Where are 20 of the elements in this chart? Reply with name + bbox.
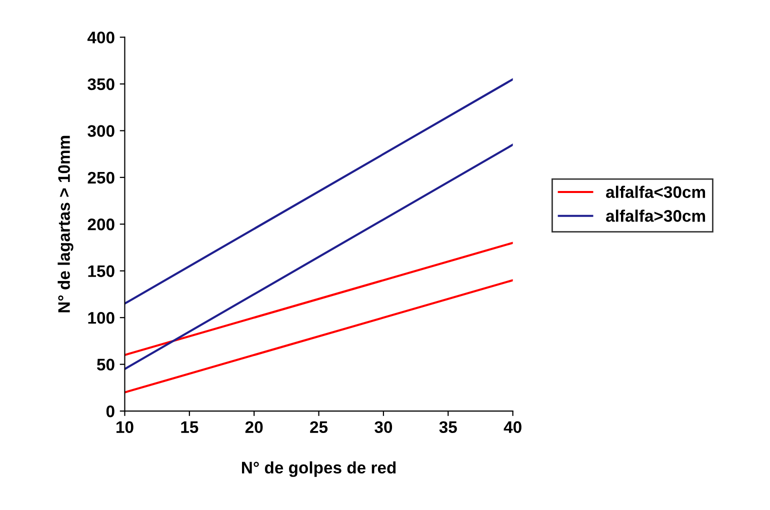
y-tick-label: 400 bbox=[87, 32, 114, 44]
x-tick-label: 40 bbox=[504, 421, 522, 434]
y-tick-label: 0 bbox=[106, 405, 114, 418]
y-tick-label: 100 bbox=[88, 312, 114, 324]
x-tick-label: 10 bbox=[116, 421, 134, 434]
x-tick-label: 30 bbox=[374, 421, 392, 434]
legend-label: alfalfa>30cm bbox=[606, 210, 706, 222]
x-tick-label: 35 bbox=[439, 421, 457, 434]
y-axis-title: N° de lagartas > 10mm bbox=[58, 136, 74, 312]
x-tick-label: 15 bbox=[181, 421, 198, 434]
y-tick-label: 250 bbox=[88, 172, 114, 184]
x-tick-label: 20 bbox=[245, 421, 263, 434]
y-tick-label: 200 bbox=[88, 218, 114, 230]
x-tick-label: 25 bbox=[310, 421, 328, 434]
y-tick-label: 300 bbox=[88, 125, 114, 137]
y-tick-label: 50 bbox=[96, 358, 114, 371]
x-axis-title: N° de golpes de red bbox=[242, 461, 396, 477]
legend-label: alfalfa<30cm bbox=[606, 186, 706, 198]
y-tick-label: 350 bbox=[88, 78, 114, 90]
y-tick-label: 150 bbox=[88, 265, 114, 278]
